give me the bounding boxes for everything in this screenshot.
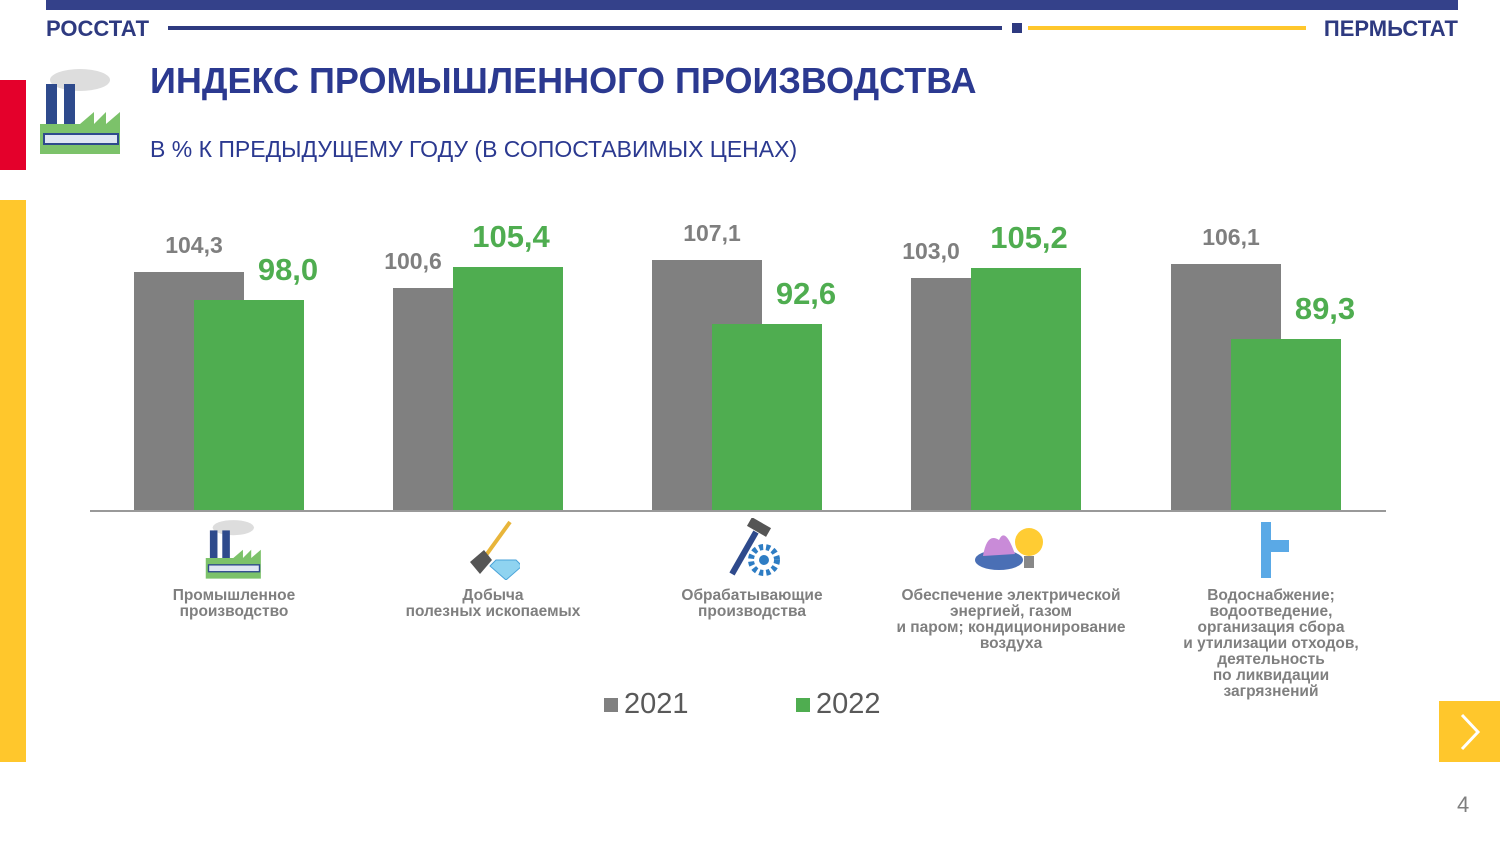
x-axis (90, 510, 1386, 512)
value-label-2022: 89,3 (1294, 290, 1356, 326)
category-label: Водоснабжение; водоотведение, организаци… (1183, 587, 1359, 700)
permstat-label: ПЕРМЬСТАТ (1323, 16, 1458, 41)
bar-2022 (971, 268, 1081, 510)
value-label-2022: 92,6 (775, 275, 837, 311)
yellow-accent-strip (0, 200, 26, 762)
page-subtitle: В % К ПРЕДЫДУЩЕМУ ГОДУ (В СОПОСТАВИМЫХ Ц… (150, 136, 798, 162)
legend-label: 2021 (624, 688, 689, 720)
chevron-right-icon (1460, 713, 1480, 750)
legend-swatch-2021 (604, 697, 618, 712)
page-number: 4 (1457, 792, 1470, 817)
water-pipe-icon (1251, 518, 1291, 585)
category-label: Добыча полезных ископаемых (405, 587, 581, 620)
page-title: ИНДЕКС ПРОМЫШЛЕННОГО ПРОИЗВОДСТВА (150, 60, 977, 101)
value-label-2022: 98,0 (257, 251, 319, 287)
next-slide-button[interactable] (1439, 701, 1500, 762)
value-label-2021: 104,3 (165, 232, 223, 259)
bar-2022 (1231, 338, 1341, 510)
value-label-2021: 100,6 (384, 248, 442, 275)
top-bar (46, 0, 1458, 10)
factory-icon (40, 66, 122, 161)
rosstat-label: РОССТАТ (46, 16, 150, 41)
value-label-2021: 106,1 (1202, 224, 1260, 251)
bar-2022 (194, 299, 304, 510)
hammer-gear-icon (722, 517, 782, 585)
legend-swatch-2022 (796, 697, 810, 712)
shovel-diamond-icon (466, 518, 523, 585)
divider-blue (168, 26, 1002, 30)
divider-square (1012, 23, 1022, 33)
value-label-2021: 103,0 (902, 237, 960, 264)
legend-label: 2022 (816, 688, 881, 720)
factory-icon (201, 518, 267, 585)
value-label-2021: 107,1 (683, 219, 741, 246)
bar-2022 (712, 323, 822, 510)
divider-yellow (1028, 26, 1306, 30)
value-label-2022: 105,4 (472, 219, 550, 255)
bar-2022 (453, 267, 563, 510)
red-accent-strip (0, 80, 26, 170)
category-label: Обеспечение электрической энергией, газо… (896, 587, 1126, 652)
value-label-2022: 105,2 (990, 220, 1068, 256)
legend-2021: 2021 (604, 688, 689, 721)
gas-burner-bulb-icon (973, 518, 1049, 585)
legend-2022: 2022 (796, 688, 881, 721)
category-label: Обрабатывающие производства (681, 587, 823, 620)
category-label: Промышленное производство (172, 587, 296, 620)
